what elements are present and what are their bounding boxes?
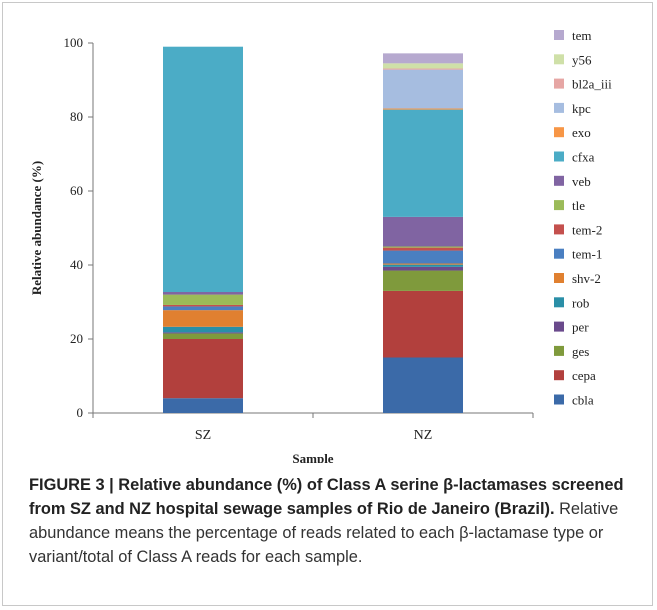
legend-swatch-cepa [554, 370, 564, 381]
bar-segment-tem [383, 53, 463, 64]
legend-swatch-ges [554, 345, 564, 356]
bar-segment-exo [383, 108, 463, 110]
legend-swatch-bl2a_iii [554, 78, 564, 89]
bar-segment-ges [383, 270, 463, 291]
legend-swatch-tem-2 [554, 224, 564, 235]
bar-segment-rob [383, 264, 463, 267]
legend-swatch-cbla [554, 394, 564, 405]
x-axis-title: Sample [292, 451, 333, 463]
legend-label-cepa: cepa [572, 368, 596, 383]
legend-swatch-y56 [554, 54, 564, 65]
x-tick-label: SZ [195, 428, 211, 443]
bar-segment-shv-2 [163, 310, 243, 327]
legend-label-tle: tle [572, 198, 585, 213]
x-tick-label: NZ [414, 428, 433, 443]
bar-segment-cfxa [163, 46, 243, 293]
bar-segment-tem-1 [383, 250, 463, 264]
legend-swatch-tem-1 [554, 248, 564, 259]
legend-label-cfxa: cfxa [572, 150, 595, 165]
y-tick-label: 60 [70, 183, 83, 198]
y-tick-label: 20 [70, 331, 83, 346]
legend-label-exo: exo [572, 125, 591, 140]
legend-swatch-veb [554, 175, 564, 186]
bar-segment-rob [163, 326, 243, 333]
legend-label-y56: y56 [572, 52, 592, 67]
legend-swatch-kpc [554, 102, 564, 113]
bar-segment-tem-2 [383, 247, 463, 251]
caption-title: FIGURE 3 | Relative abundance (%) of Cla… [29, 476, 624, 518]
bar-segment-bl2a_iii [383, 68, 463, 70]
bar-segment-per [383, 266, 463, 271]
legend-swatch-exo [554, 127, 564, 138]
legend-label-rob: rob [572, 295, 589, 310]
legend-swatch-tle [554, 200, 564, 211]
bar-segment-veb [163, 292, 243, 295]
legend-label-tem-2: tem-2 [572, 222, 602, 237]
bar-segment-cbla [163, 398, 243, 413]
y-axis-title: Relative abundance (%) [29, 161, 44, 295]
stacked-bar-chart: 0 20 40 60 80 100 Relative abundance (%) SZ NZ Sa… [29, 28, 612, 466]
bar-segment-y56 [383, 63, 463, 69]
legend-swatch-tem [554, 30, 564, 40]
caption-description: Relative abundance means the percentage … [29, 500, 619, 566]
bar-segment-cepa [163, 339, 243, 399]
legend-label-shv-2: shv-2 [572, 271, 601, 286]
legend-swatch-shv-2 [554, 273, 564, 283]
bar-segment-cbla [383, 357, 463, 413]
bar-segment-cepa [383, 290, 463, 358]
bar-segment-veb [383, 216, 463, 247]
legend-swatch-cfxa [554, 151, 564, 162]
chart-area: 0 20 40 60 80 100 Relative abundance (%) SZ NZ Sa… [3, 3, 654, 466]
legend-label-tem: tem [572, 28, 592, 43]
legend-swatch-rob [554, 297, 564, 308]
legend-swatch-per [554, 321, 564, 332]
legend-label-kpc: kpc [572, 101, 591, 116]
bar-segment-tle [383, 246, 463, 248]
bar-segment-shv-2 [383, 263, 463, 265]
legend-label-veb: veb [572, 174, 591, 189]
legend-label-ges: ges [572, 344, 589, 359]
figure-caption: FIGURE 3 | Relative abundance (%) of Cla… [29, 473, 633, 569]
bar-segment-cfxa [383, 109, 463, 217]
legend-label-cbla: cbla [572, 393, 594, 408]
bar-segment-tem-2 [163, 304, 243, 307]
y-tick-label: 80 [70, 109, 83, 124]
bar-segment-kpc [383, 69, 463, 109]
y-tick-label: 0 [77, 405, 84, 420]
bar-segment-tem-1 [163, 306, 243, 311]
y-tick-label: 40 [70, 257, 83, 272]
bar-segment-tle [163, 294, 243, 305]
legend-label-per: per [572, 320, 589, 335]
legend-label-bl2a_iii: bl2a_iii [572, 77, 612, 92]
y-tick-label: 100 [64, 35, 84, 50]
bar-segment-ges [163, 333, 243, 339]
legend-label-tem-1: tem-1 [572, 247, 602, 262]
bar-segment-per [163, 332, 243, 334]
